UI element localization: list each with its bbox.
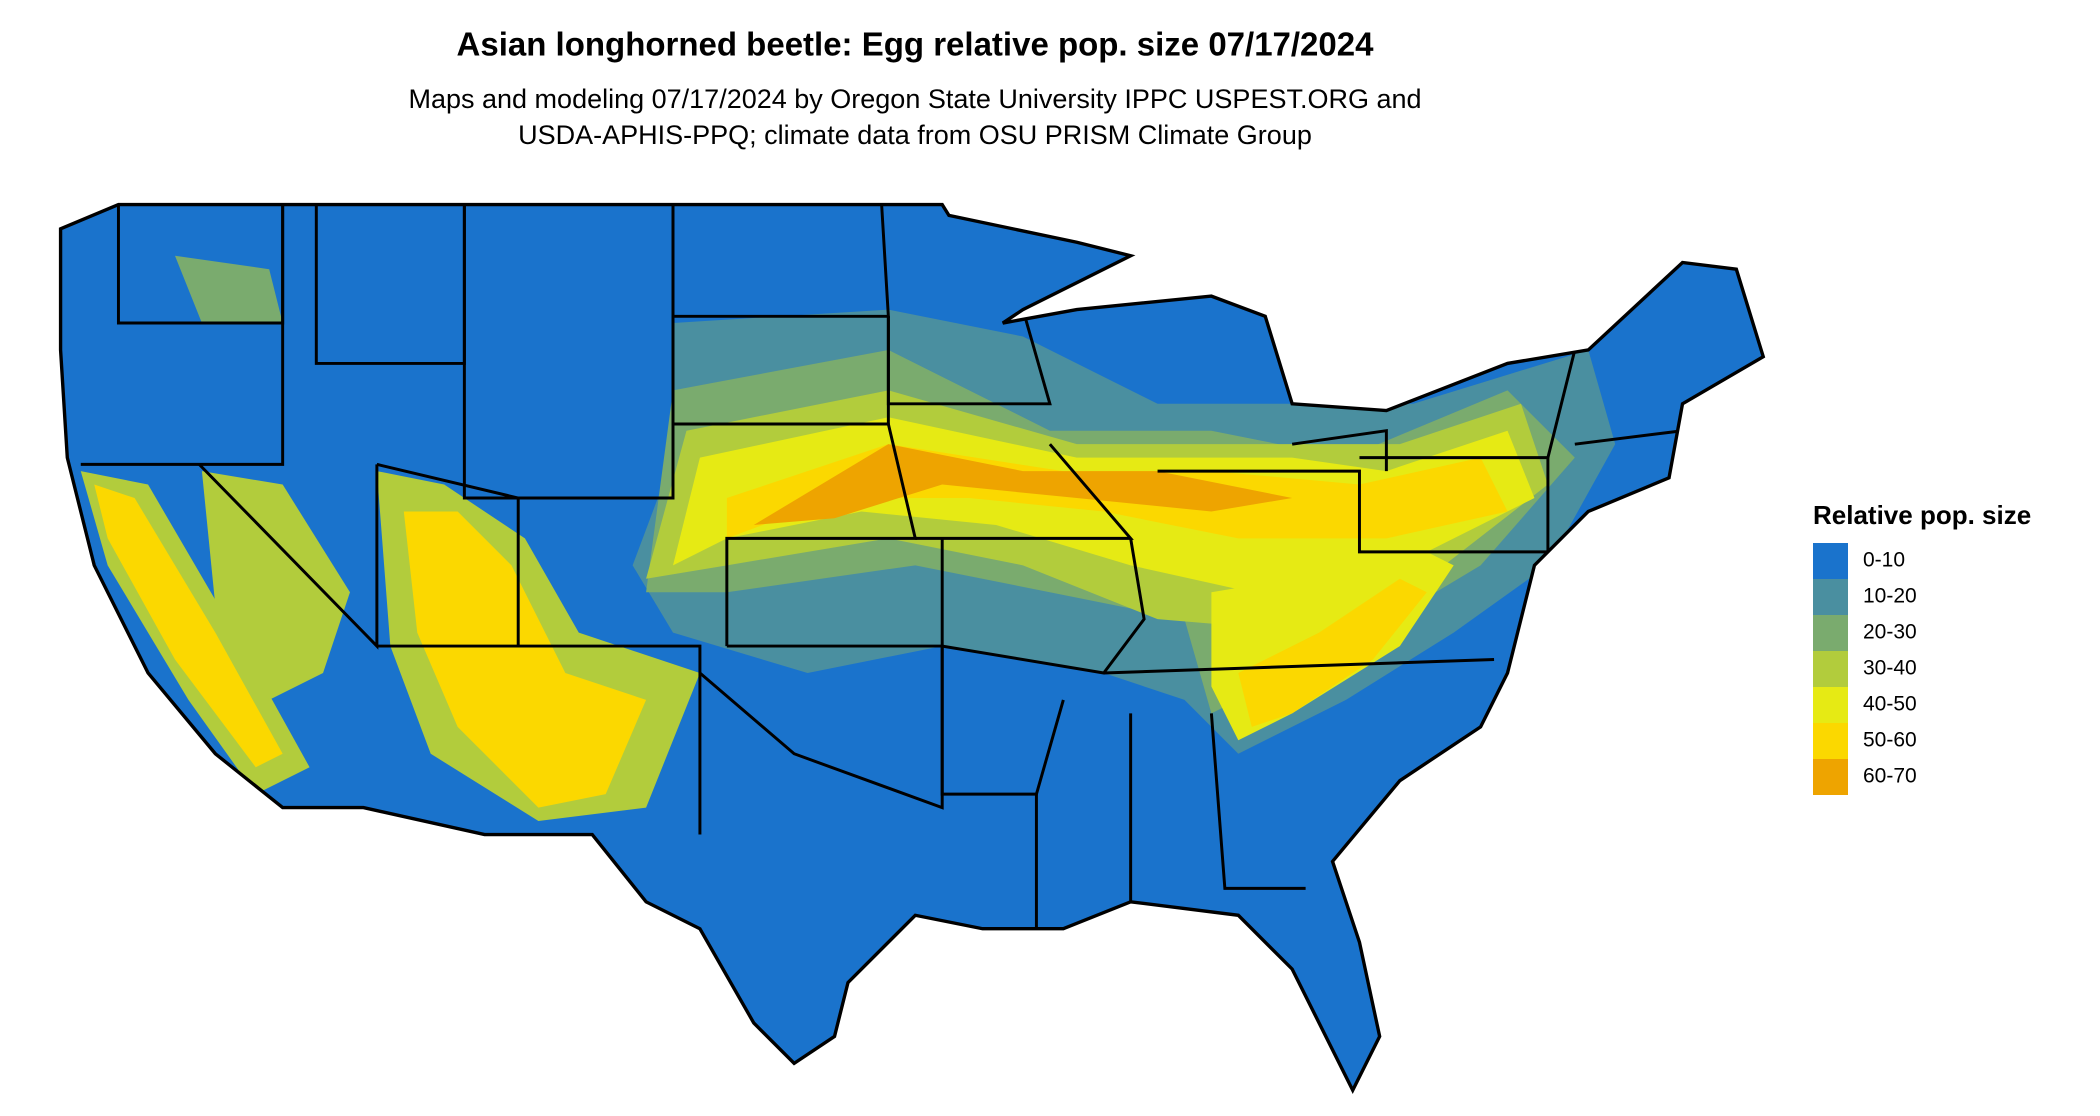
map-title: Asian longhorned beetle: Egg relative po…	[457, 26, 1375, 63]
legend-swatch	[1813, 723, 1848, 759]
legend-label: 20-30	[1863, 621, 1917, 644]
map-subtitle: USDA-APHIS-PPQ; climate data from OSU PR…	[518, 120, 1312, 150]
legend-label: 30-40	[1863, 657, 1917, 680]
suitability-zones	[80, 204, 1683, 929]
suitability-zone	[1238, 578, 1427, 727]
map-subtitle: Maps and modeling 07/17/2024 by Oregon S…	[408, 84, 1421, 114]
state-border	[1103, 658, 1495, 675]
state-border	[1209, 713, 1306, 890]
suitability-zone	[94, 484, 283, 768]
state-border	[940, 646, 1065, 796]
legend-label: 10-20	[1863, 585, 1917, 608]
legend-label: 0-10	[1863, 549, 1905, 572]
state-border	[886, 309, 1052, 406]
state-border	[376, 644, 702, 835]
legend-label: 40-50	[1863, 693, 1917, 716]
suitability-zone	[403, 511, 647, 808]
state-border	[698, 644, 944, 810]
suitability-zone	[174, 255, 283, 324]
legend-swatch	[1813, 543, 1848, 579]
suitability-zone	[753, 444, 1293, 525]
legend-label: 50-60	[1863, 729, 1917, 752]
state-border	[1574, 429, 1683, 446]
legend-swatch	[1813, 651, 1848, 687]
legend: 0-10 10-20 20-30 30-40 40-50 50-60 60-70	[1813, 543, 1917, 795]
legend-swatch	[1813, 579, 1848, 615]
state-border	[1546, 349, 1577, 458]
legend-title: Relative pop. size	[1813, 500, 2031, 530]
us-outline	[58, 202, 1766, 1095]
legend-label: 60-70	[1863, 765, 1917, 788]
state-border	[376, 462, 520, 647]
us-map	[58, 202, 1766, 1095]
legend-swatch	[1813, 687, 1848, 723]
legend-swatch	[1813, 615, 1848, 651]
state-border	[1291, 429, 1388, 472]
state-border	[80, 204, 285, 466]
state-border	[940, 538, 1146, 675]
state-border	[671, 204, 890, 318]
state-border	[1157, 456, 1550, 554]
legend-swatch	[1813, 759, 1848, 795]
suitability-zone	[201, 471, 350, 700]
